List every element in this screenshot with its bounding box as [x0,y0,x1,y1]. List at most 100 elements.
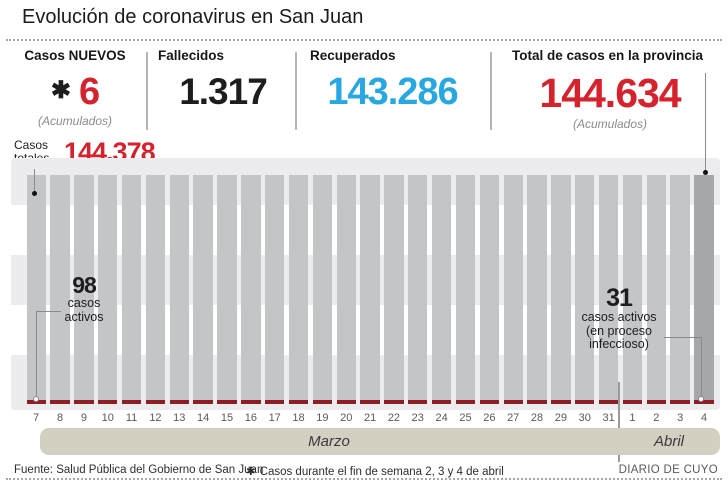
stat-recuperados: Recuperados 143.286 [310,48,475,111]
x-tick-label: 16 [244,412,257,424]
bar-total-segment [694,175,714,400]
x-tick-label: 17 [268,412,281,424]
asterisk-icon: ✱ [246,466,256,478]
bar-active-segment [217,400,237,404]
bar-total-segment [265,175,285,400]
x-tick-label: 2 [653,412,660,424]
leader-line-active-april [701,337,702,398]
data-point-marker-last-bar-top [702,169,708,175]
x-tick-label: 3 [677,412,684,424]
annotation-text: infeccioso) [589,337,649,351]
stat-label: Casos NUEVOS [24,48,126,63]
bar-total-segment [384,175,404,400]
bar-active-segment [575,400,595,404]
bar-total-segment [575,175,595,400]
stat-divider [295,52,297,130]
annotation-text: casos [67,296,101,310]
bar-total-segment [288,175,309,400]
bar-total-segment [360,175,380,400]
footnote-body: Casos durante el fin de semana 2, 3 y 4 … [259,466,504,478]
bar-total-segment [98,175,118,400]
top-dotted-divider [6,39,722,41]
month-label-marzo: Marzo [308,433,350,450]
bar-active-segment [74,400,94,404]
bar-active-segment [265,400,285,404]
bar-total-segment [598,175,619,400]
stat-value: ✱ 6 [10,73,140,111]
bar-active-segment [527,400,547,404]
stat-divider [146,52,148,130]
month-axis-band: Marzo Abril [40,428,720,455]
x-tick-label: 25 [459,412,472,424]
bar-total-segment [527,175,547,400]
bar-active-segment [551,400,571,404]
x-tick-label: 31 [602,412,615,424]
x-tick-label: 18 [292,412,305,424]
x-tick-label: 27 [507,412,520,424]
bar-total-segment [622,175,643,400]
x-tick-label: 20 [340,412,353,424]
bar-total-segment [455,175,476,400]
leader-line-total-provincia [705,73,706,171]
x-tick-label: 22 [387,412,401,424]
stat-number: 143.286 [327,71,458,113]
stat-subnote: (Acumulados) [37,114,113,128]
bottom-dotted-divider [6,478,722,480]
bar-active-segment [336,400,356,404]
x-tick-label: 21 [363,412,377,424]
bar-active-segment [26,400,46,404]
bar-active-segment [193,400,213,404]
month-label-abril: Abril [653,433,684,450]
stat-casos-nuevos: Casos NUEVOS ✱ 6 (Acumulados) [10,48,140,128]
bar-active-segment [694,400,714,404]
x-tick-label: 14 [197,412,210,424]
bar-total-segment [336,175,356,400]
stat-label: Recuperados [310,48,396,63]
stat-number: 1.317 [179,71,268,112]
stat-label: Fallecidos [158,48,225,63]
annotation-active-cases-april: 31 casos activos (en proceso infeccioso) [559,286,679,352]
bar-active-segment [431,400,452,404]
x-tick-label: 29 [554,412,568,424]
x-tick-label: 28 [530,412,544,424]
bar-active-segment [646,400,666,404]
month-divider-line [618,382,620,462]
bar-active-segment [169,400,189,404]
bar-active-segment [479,400,500,404]
bar-active-segment [288,400,309,404]
page-title: Evolución de coronavirus en San Juan [22,6,364,28]
footnote-text: ✱ Casos durante el fin de semana 2, 3 y 4… [246,464,504,478]
bar-total-segment [145,175,166,400]
annotation-active-cases-march: 98 casos activos [44,274,124,324]
bar-total-segment [431,175,452,400]
x-tick-label: 9 [80,412,87,424]
bar-active-segment [622,400,643,404]
x-tick-label: 4 [700,412,708,424]
bar-total-segment [312,175,333,400]
bar-active-segment [408,400,428,404]
leader-line-active-march [36,311,61,312]
bar-total-segment [646,175,666,400]
bar-total-segment [408,175,428,400]
leader-line-casos-totales [34,169,35,192]
stat-fallecidos: Fallecidos 1.317 [158,48,288,110]
bar-active-segment [360,400,380,404]
stat-divider [490,52,492,130]
bar-active-segment [670,400,690,404]
bar-active-segment [598,400,619,404]
bar-active-segment [455,400,476,404]
annotation-text: (en proceso [585,323,652,338]
bar-active-segment [241,400,261,404]
leader-line-active-april [664,337,702,338]
bar-active-segment [50,400,70,404]
bar-total-segment [121,175,142,400]
stat-subnote: (Acumulados) [572,117,648,131]
x-tick-label: 1 [629,412,636,424]
bar-active-segment [145,400,166,404]
stat-label: Total de casos en la provincia [512,48,704,63]
x-tick-label: 30 [578,412,591,424]
annotation-text: casos activos [581,310,657,324]
x-tick-label: 15 [220,412,234,424]
leader-line-active-march [36,311,37,398]
